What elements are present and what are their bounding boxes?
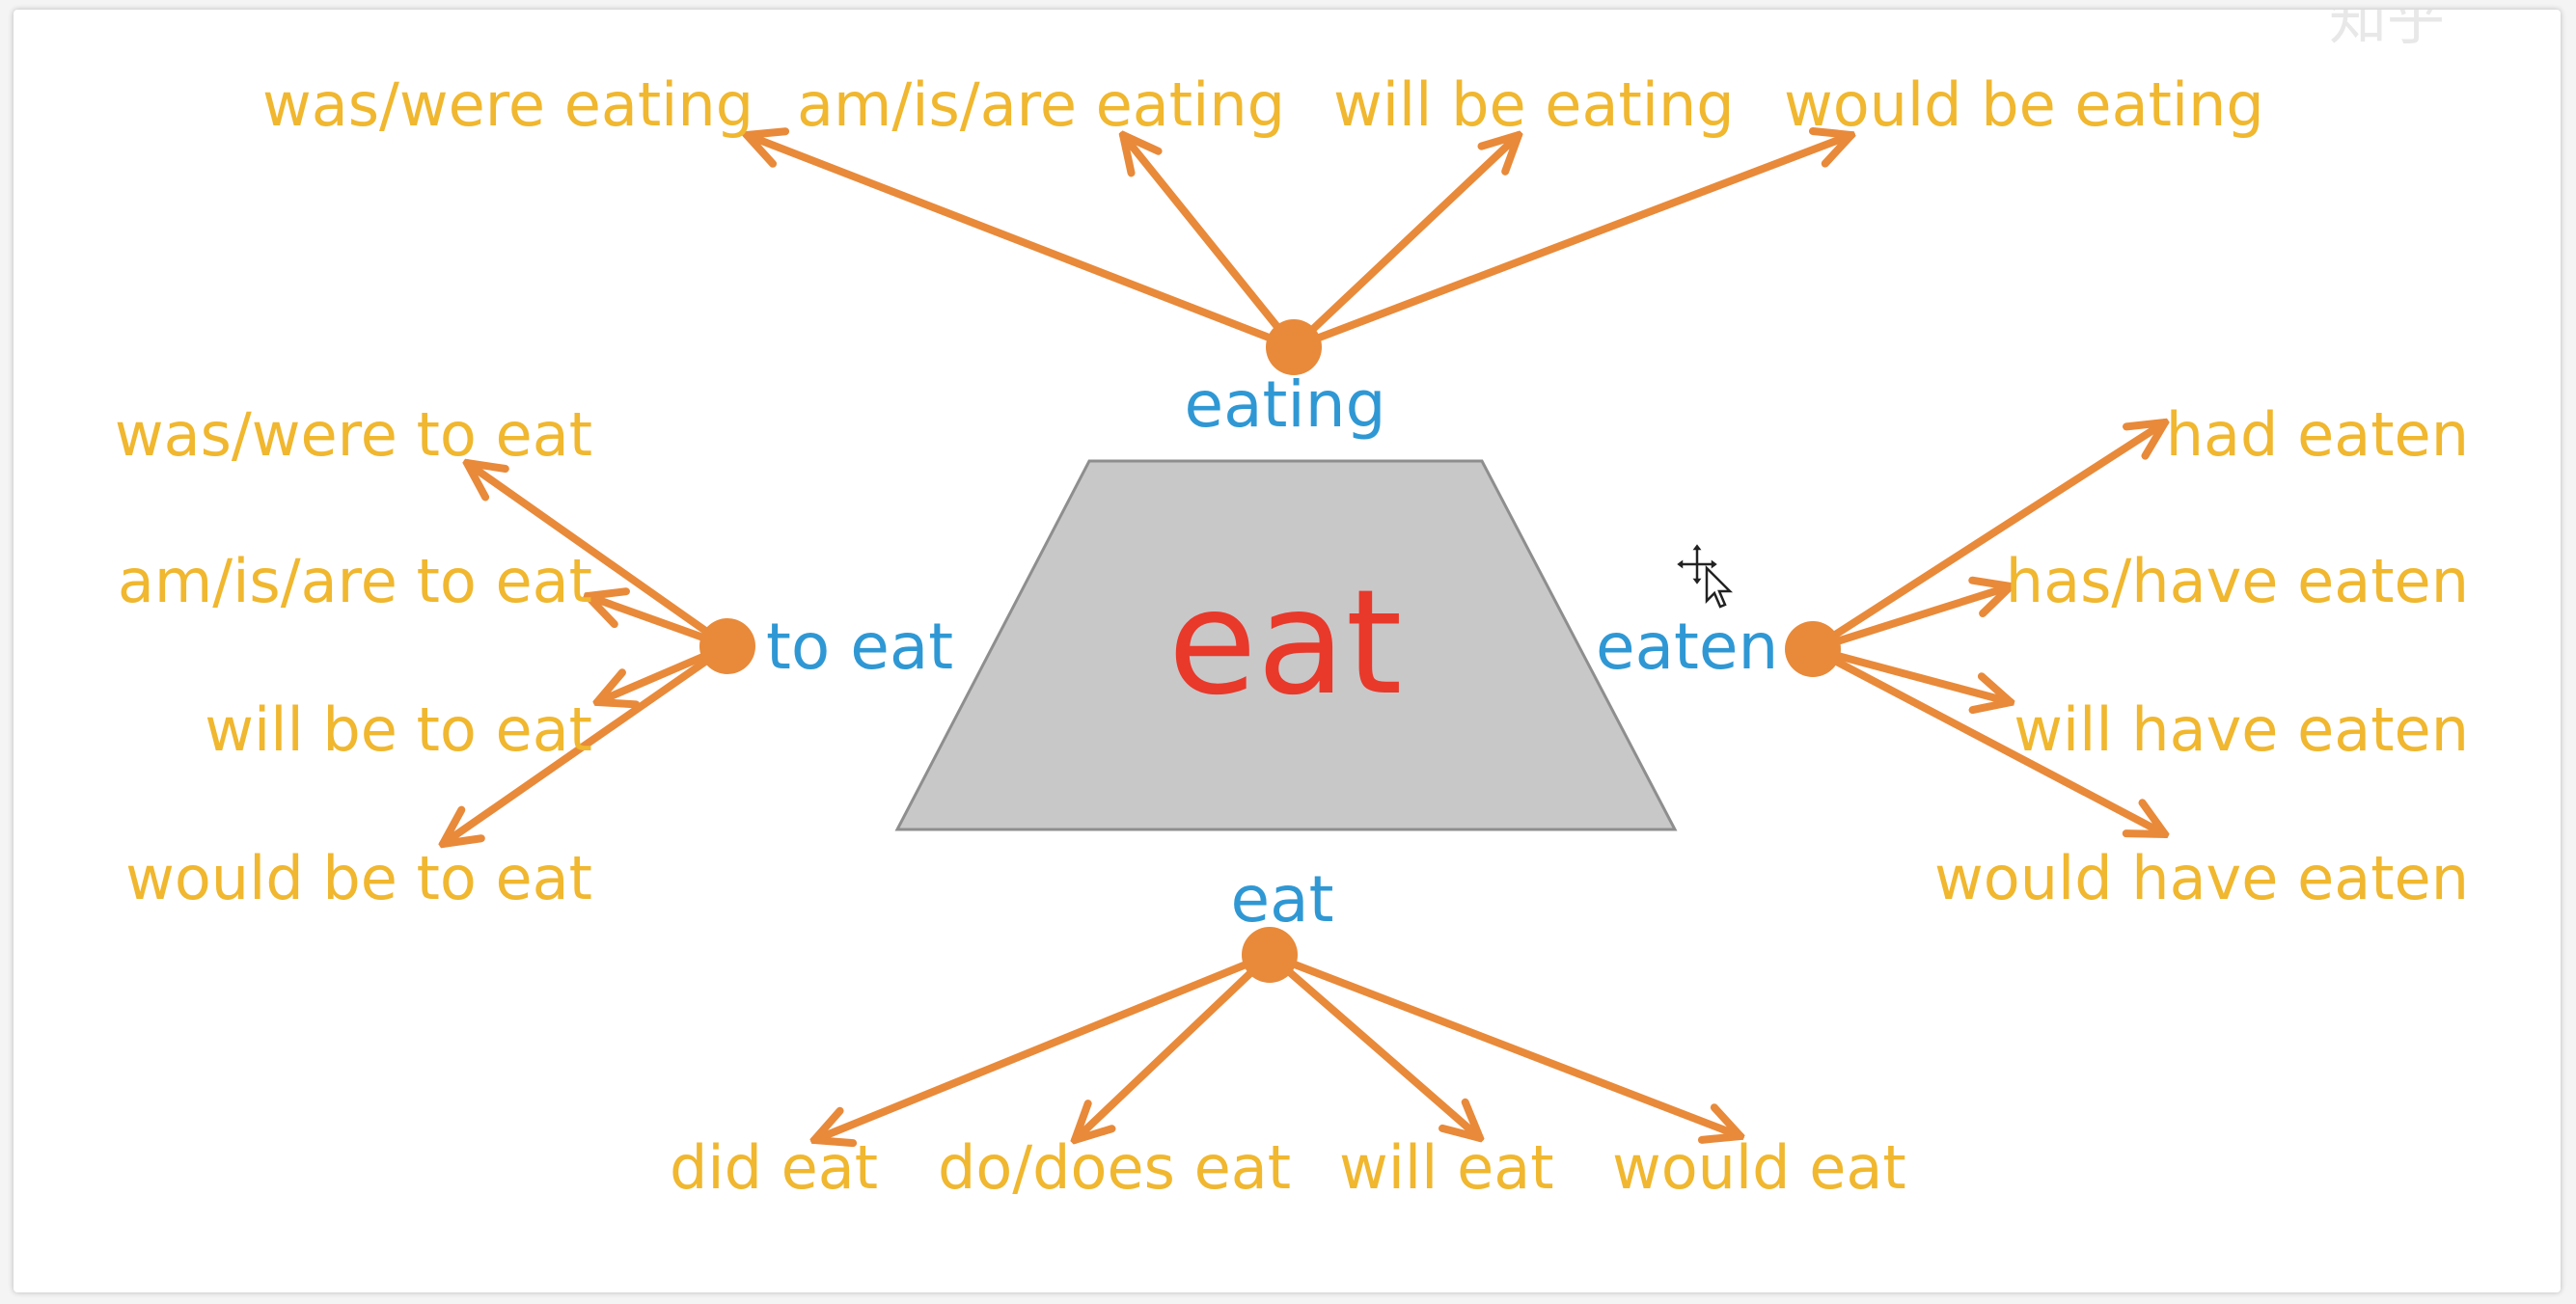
top-branch-label-3: will be eating bbox=[1333, 69, 1735, 140]
top-branch-label-4: would be eating bbox=[1784, 69, 2264, 140]
top-arrow-3 bbox=[1290, 135, 1519, 351]
slide-canvas: 知乎 eat eating to eat eaten eat was/were … bbox=[14, 10, 2561, 1292]
left-hub-dot bbox=[699, 618, 755, 674]
right-branch-label-1: had eaten bbox=[2166, 399, 2469, 470]
right-arrow-2 bbox=[1809, 586, 2011, 653]
bottom-arrow-3 bbox=[1266, 951, 1480, 1138]
top-arrow-2 bbox=[1123, 135, 1298, 351]
bottom-arrow-1 bbox=[814, 951, 1274, 1140]
bottom-branch-label-2: do/does eat bbox=[938, 1132, 1291, 1203]
bottom-arrow-2 bbox=[1075, 951, 1274, 1140]
left-branch-label-3: will be to eat bbox=[205, 694, 592, 765]
top-arrow-4 bbox=[1290, 135, 1851, 351]
top-hub-dot bbox=[1266, 319, 1322, 375]
form-base-label: eat bbox=[1231, 862, 1334, 937]
form-ing-label: eating bbox=[1185, 367, 1386, 442]
center-trapezoid bbox=[894, 459, 1678, 831]
bottom-branch-label-4: would eat bbox=[1612, 1132, 1906, 1203]
left-branch-label-4: would be to eat bbox=[125, 843, 592, 913]
bottom-branch-label-3: will eat bbox=[1339, 1132, 1554, 1203]
right-arrow-4 bbox=[1809, 645, 2165, 834]
move-cursor-icon bbox=[1674, 541, 1734, 609]
verb-form-diagram: 知乎 eat eating to eat eaten eat was/were … bbox=[115, 10, 2469, 1203]
right-branch-label-3: will have eaten bbox=[2014, 694, 2469, 765]
form-to-inf-label: to eat bbox=[766, 610, 953, 684]
left-arrow-1 bbox=[467, 463, 731, 650]
center-word: eat bbox=[1167, 559, 1402, 727]
left-branch-label-1: was/were to eat bbox=[115, 399, 592, 470]
bottom-branch-label-1: did eat bbox=[670, 1132, 878, 1203]
arrow-group bbox=[443, 135, 2165, 1140]
right-arrow-1 bbox=[1809, 422, 2165, 653]
form-pp-label: eaten bbox=[1596, 610, 1778, 684]
bottom-hub-dot bbox=[1242, 927, 1298, 983]
right-hub-dot bbox=[1785, 621, 1841, 677]
top-arrow-1 bbox=[747, 135, 1298, 351]
right-branch-label-4: would have eaten bbox=[1934, 843, 2469, 913]
watermark: 知乎 bbox=[2329, 10, 2445, 53]
bottom-arrow-4 bbox=[1266, 951, 1740, 1136]
left-branch-label-2: am/is/are to eat bbox=[118, 546, 592, 616]
left-arrow-4 bbox=[443, 642, 731, 844]
right-arrow-3 bbox=[1809, 645, 2011, 702]
top-branch-label-2: am/is/are eating bbox=[797, 69, 1285, 140]
right-branch-label-2: has/have eaten bbox=[2006, 546, 2469, 616]
top-branch-label-1: was/were eating bbox=[262, 69, 754, 140]
